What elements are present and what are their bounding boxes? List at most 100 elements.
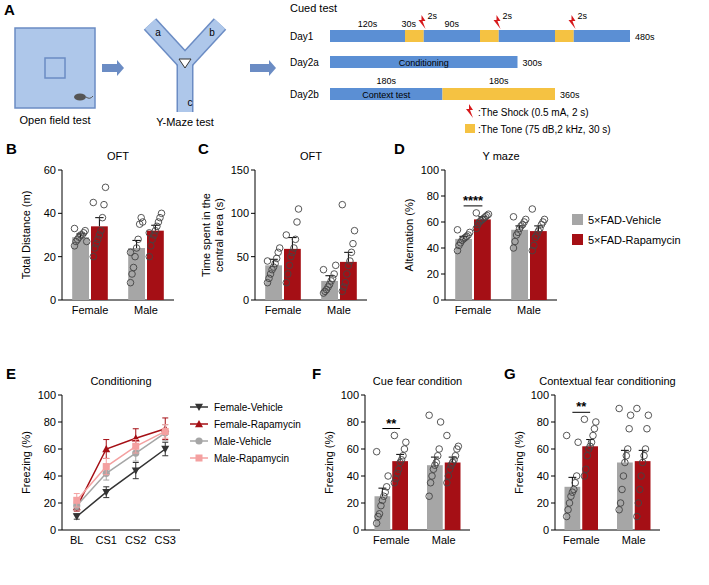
marker (132, 443, 139, 450)
axes: 050100150FemaleMaleTime spent in thecent… (198, 140, 367, 316)
marker (73, 497, 80, 504)
data-point (331, 271, 338, 278)
data-point (634, 405, 641, 412)
data-point (537, 225, 544, 232)
y-tick (58, 449, 62, 450)
data-point (146, 230, 153, 237)
legend-text: 5×FAD-Vehicle (588, 214, 661, 226)
data-point (617, 500, 624, 507)
error-cap (103, 486, 109, 487)
data-point (635, 500, 642, 507)
y-tick (251, 256, 255, 257)
data-point (515, 229, 522, 236)
baseline-segment (330, 30, 405, 42)
shock-label: 2s (503, 11, 513, 21)
maze-arm-outline (150, 24, 185, 62)
y-axis-title-line: central area (s) (213, 198, 225, 272)
y-tick-label: 60 (427, 216, 439, 228)
data-point (641, 452, 648, 459)
error-cap (162, 440, 168, 441)
data-point (102, 184, 109, 191)
data-point (616, 405, 623, 412)
maze-arm (178, 62, 192, 112)
data-point (451, 457, 458, 464)
data-point (129, 271, 136, 278)
error-cap (162, 417, 168, 418)
y-tick (361, 503, 365, 504)
y-tick-label: 0 (353, 524, 359, 536)
legend-text: Male-Vehicle (214, 436, 272, 447)
data-point (391, 479, 398, 486)
maze-arm (185, 24, 220, 62)
legend-text: Female-Vehicle (214, 402, 283, 413)
y-tick-label: 100 (231, 207, 249, 219)
x-tick-label: Female (72, 304, 109, 316)
data-point (289, 249, 296, 256)
series-line (77, 449, 166, 517)
data-point (90, 199, 97, 206)
data-point (264, 279, 271, 286)
data-point (636, 486, 643, 493)
data-point (620, 473, 627, 480)
x-tick-label: Female (373, 534, 410, 546)
data-point (512, 238, 519, 245)
y-tick-label: 60 (44, 164, 56, 176)
legend-marker (195, 420, 203, 427)
y-tick-label: 100 (341, 389, 359, 401)
data-point (146, 253, 153, 260)
y-tick (58, 300, 62, 301)
error-bar (162, 425, 168, 441)
data-point (485, 211, 492, 218)
data-point (587, 443, 594, 450)
data-point (437, 419, 444, 426)
error-bar (74, 494, 80, 508)
panel-letter: E (6, 365, 16, 382)
significance-label: ** (386, 416, 397, 431)
data-point (98, 227, 105, 234)
duration: 120s (358, 19, 378, 29)
data-point (593, 419, 600, 426)
y-tick (551, 422, 555, 423)
chart-title: Conditioning (90, 375, 151, 387)
data-point (148, 243, 155, 250)
maze-center (179, 59, 191, 68)
y-tick (551, 503, 555, 504)
caption: Y-Maze test (156, 116, 214, 128)
error-cap (74, 507, 80, 508)
data-point (566, 500, 573, 507)
y-axis (445, 170, 446, 300)
error-cap (133, 478, 139, 479)
shock-icon (466, 104, 473, 118)
data-point (529, 206, 536, 213)
chart-title: OFT (107, 150, 129, 162)
tone-segment (443, 88, 556, 100)
data-point (426, 493, 433, 500)
data-point (288, 253, 295, 260)
marker (161, 446, 169, 453)
data-point (531, 242, 538, 249)
y-axis-title-line: Freezing (%) (20, 431, 32, 494)
y-axis (62, 395, 63, 530)
data-point (572, 479, 579, 486)
data-point (466, 229, 473, 236)
duration: 180s (376, 76, 396, 86)
error-bar (162, 425, 168, 439)
conditioning-segment (330, 56, 518, 68)
x-tick-label: Female (563, 534, 600, 546)
bar (455, 239, 472, 300)
total: 360s (560, 90, 580, 100)
y-tick (441, 248, 445, 249)
bar (427, 465, 443, 530)
y-axis (255, 170, 256, 300)
error-cap (103, 439, 109, 440)
axes: 0204060FemaleMaleTotal Distance (m)OFTB (6, 140, 174, 316)
data-point (429, 473, 436, 480)
data-point (329, 275, 336, 282)
arrow (250, 60, 276, 76)
data-point (401, 446, 408, 453)
y-tick (551, 530, 555, 531)
maze-arm-outline (185, 24, 220, 62)
y-tick (58, 503, 62, 504)
data-point (473, 210, 480, 217)
data-point (427, 479, 434, 486)
